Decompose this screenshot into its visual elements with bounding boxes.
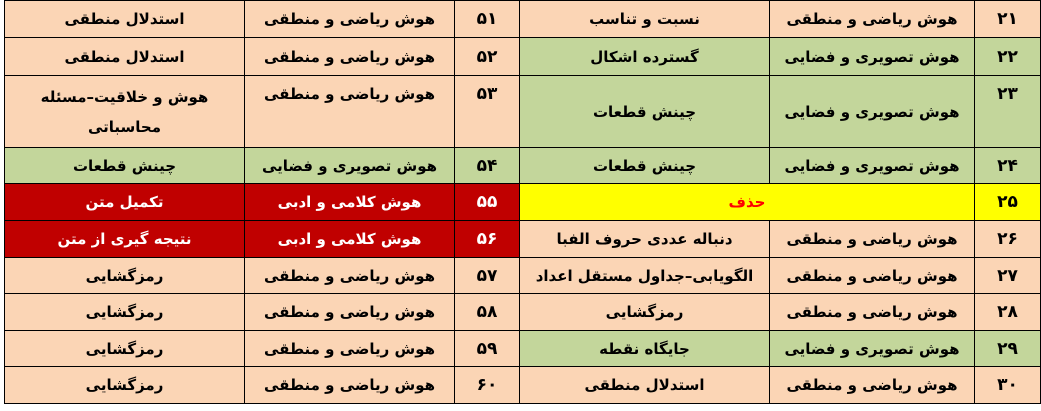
left-topic-cell: رمزگشایی: [4, 293, 245, 331]
right-category-cell: هوش تصویری و فضایی: [769, 147, 975, 184]
left-row-number-cell: ۵۴: [454, 147, 520, 184]
left-category-cell: هوش ریاضی و منطقی: [244, 330, 455, 367]
right-row-number-cell: ۲۳: [974, 75, 1041, 148]
left-topic-cell: رمزگشایی: [4, 330, 245, 367]
left-category-cell: هوش کلامی و ادبی: [244, 220, 455, 258]
right-row-number-cell: ۲۲: [974, 37, 1041, 76]
left-topic-cell: هوش و خلاقیت–مسئله محاسباتی: [4, 75, 245, 148]
right-topic-cell: جایگاه نقطه: [519, 330, 770, 367]
left-topic-cell: رمزگشایی: [4, 257, 245, 294]
right-row-number-cell: ۲۷: [974, 257, 1041, 294]
left-topic-cell: نتیجه گیری از متن: [4, 220, 245, 258]
right-topic-cell: دنباله عددی حروف الفبا: [519, 220, 770, 258]
right-category-cell: هوش تصویری و فضایی: [769, 37, 975, 76]
right-category-cell: هوش ریاضی و منطقی: [769, 0, 975, 38]
right-topic-cell: گسترده اشکال: [519, 37, 770, 76]
right-row-number-cell: ۲۱: [974, 0, 1041, 38]
right-category-cell: هوش تصویری و فضایی: [769, 75, 975, 148]
table-row: ۲۸ هوش ریاضی و منطقی رمزگشایی ۵۸ هوش ریاضی و…: [4, 293, 1041, 331]
table-row: ۲۷ هوش ریاضی و منطقی الگویابی–جداول مستقل …: [4, 257, 1041, 294]
right-row-number-cell: ۲۶: [974, 220, 1041, 258]
table-row: ۲۴ هوش تصویری و فضایی چینش قطعات ۵۴ هوش تصوی…: [4, 147, 1041, 184]
left-category-cell: هوش کلامی و ادبی: [244, 183, 455, 221]
right-category-cell: هوش ریاضی و منطقی: [769, 293, 975, 331]
right-topic-cell: رمزگشایی: [519, 293, 770, 331]
right-category-cell: هوش ریاضی و منطقی: [769, 257, 975, 294]
left-topic-cell: تکمیل متن: [4, 183, 245, 221]
left-topic-cell: چینش قطعات: [4, 147, 245, 184]
left-category-cell: هوش تصویری و فضایی: [244, 147, 455, 184]
right-category-cell: هوش ریاضی و منطقی: [769, 220, 975, 258]
right-topic-cell: استدلال منطقی: [519, 366, 770, 404]
left-category-cell: هوش ریاضی و منطقی: [244, 366, 455, 404]
table-row: ۲۶ هوش ریاضی و منطقی دنباله عددی حروف الفب…: [4, 220, 1041, 258]
left-category-cell: هوش ریاضی و منطقی: [244, 293, 455, 331]
right-row-number-cell: ۲۸: [974, 293, 1041, 331]
table-row: ۲۵ حذف ۵۵ هوش کلامی و ادبی تکمیل متن: [4, 183, 1041, 221]
right-row-number-cell: ۲۵: [974, 183, 1041, 221]
table-row: ۲۳ هوش تصویری و فضایی چینش قطعات ۵۳ هوش ریاض…: [4, 75, 1041, 148]
left-category-cell: هوش ریاضی و منطقی: [244, 0, 455, 38]
deleted-label: حذف: [519, 183, 975, 221]
right-topic-cell: چینش قطعات: [519, 147, 770, 184]
table-row: ۲۹ هوش تصویری و فضایی جایگاه نقطه ۵۹ هوش ریا…: [4, 330, 1041, 367]
left-topic-cell: استدلال منطقی: [4, 37, 245, 76]
left-row-number-cell: ۵۱: [454, 0, 520, 38]
right-topic-cell: الگویابی–جداول مستقل اعداد: [519, 257, 770, 294]
left-row-number-cell: ۶۰: [454, 366, 520, 404]
right-topic-cell: چینش قطعات: [519, 75, 770, 148]
left-topic-cell: رمزگشایی: [4, 366, 245, 404]
right-category-cell: هوش ریاضی و منطقی: [769, 366, 975, 404]
question-topics-table: ۲۱ هوش ریاضی و منطقی نسبت و تناسب ۵۱ هوش ریا…: [4, 0, 1041, 404]
right-category-cell: هوش تصویری و فضایی: [769, 330, 975, 367]
left-row-number-cell: ۵۶: [454, 220, 520, 258]
left-category-cell: هوش ریاضی و منطقی: [244, 75, 455, 148]
left-topic-cell: استدلال منطقی: [4, 0, 245, 38]
table-row: ۲۲ هوش تصویری و فضایی گسترده اشکال ۵۲ هوش ری…: [4, 37, 1041, 76]
left-row-number-cell: ۵۵: [454, 183, 520, 221]
left-category-cell: هوش ریاضی و منطقی: [244, 257, 455, 294]
left-row-number-cell: ۵۹: [454, 330, 520, 367]
left-row-number-cell: ۵۲: [454, 37, 520, 76]
table-row: ۲۱ هوش ریاضی و منطقی نسبت و تناسب ۵۱ هوش ریا…: [4, 0, 1041, 38]
right-row-number-cell: ۳۰: [974, 366, 1041, 404]
table-row: ۳۰ هوش ریاضی و منطقی استدلال منطقی ۶۰ هوش ری…: [4, 366, 1041, 404]
left-row-number-cell: ۵۷: [454, 257, 520, 294]
right-topic-cell: نسبت و تناسب: [519, 0, 770, 38]
right-row-number-cell: ۲۴: [974, 147, 1041, 184]
left-category-cell: هوش ریاضی و منطقی: [244, 37, 455, 76]
right-row-number-cell: ۲۹: [974, 330, 1041, 367]
left-row-number-cell: ۵۸: [454, 293, 520, 331]
left-row-number-cell: ۵۳: [454, 75, 520, 148]
